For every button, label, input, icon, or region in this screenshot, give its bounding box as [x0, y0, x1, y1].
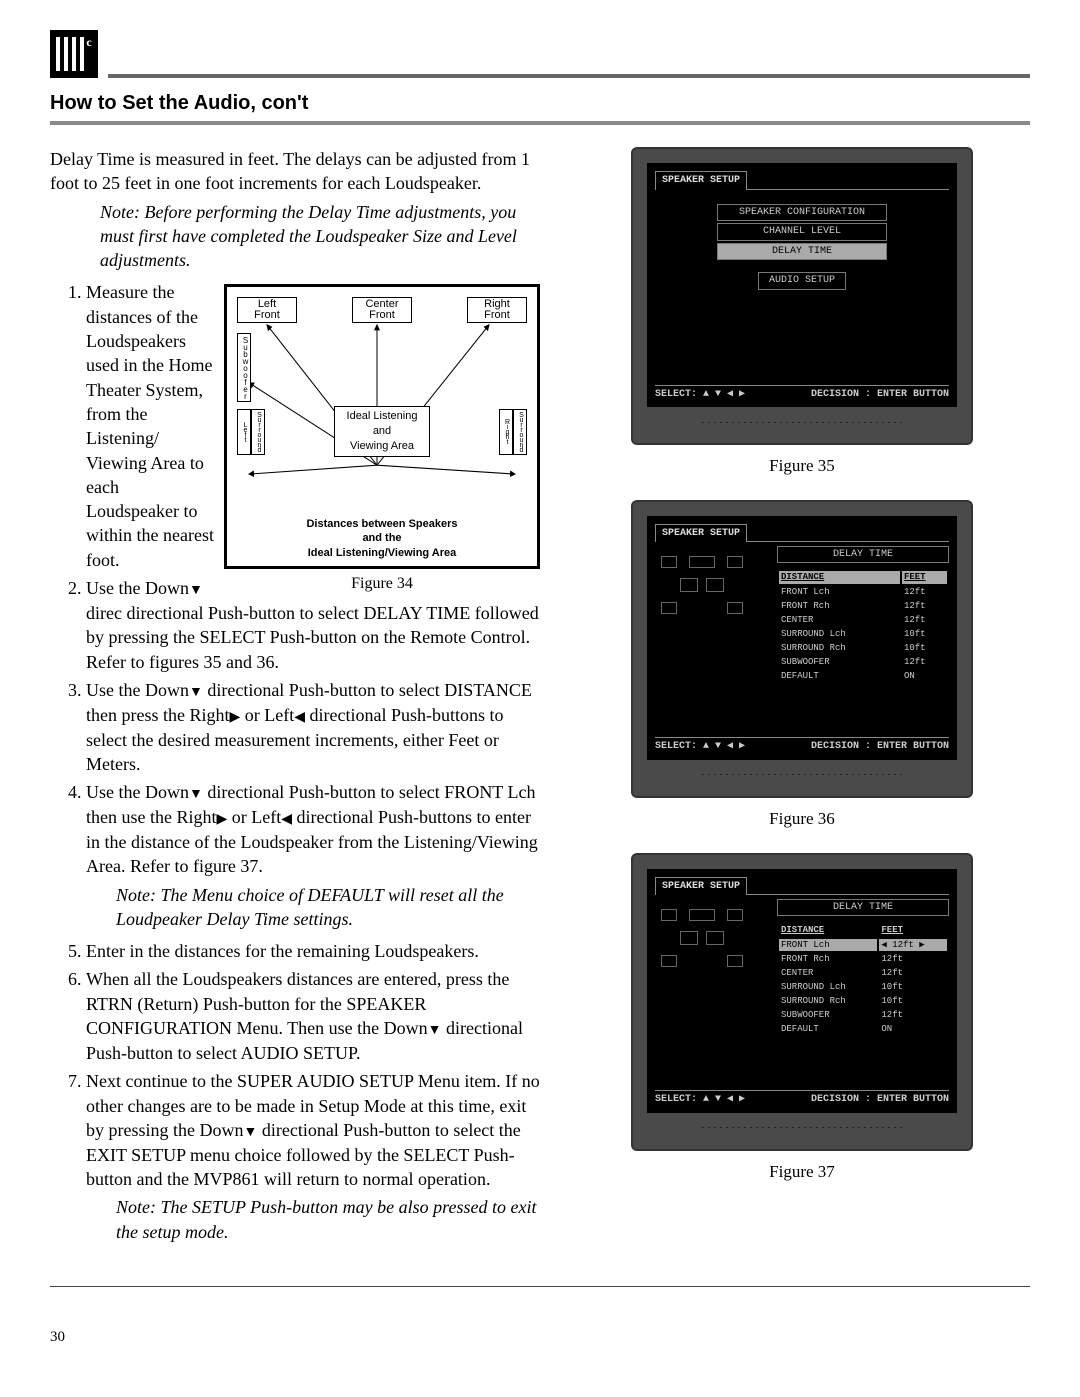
down-triangle-icon: ▼ [189, 583, 203, 598]
figure-34-caption: Figure 34 [224, 573, 540, 595]
footer-select: SELECT: ▲ ▼ ◀ ▶ [655, 740, 745, 754]
left-column: Delay Time is measured in feet. The dela… [50, 147, 540, 1252]
delay-time-title: DELAY TIME [777, 546, 949, 564]
right-triangle-icon: ▶ [216, 812, 227, 827]
fig34-listening-area: Ideal ListeningandViewing Area [334, 406, 430, 457]
audio-setup-button[interactable]: AUDIO SETUP [758, 272, 846, 290]
fig34-right-sur: Surround [513, 409, 527, 455]
step-5: Enter in the distances for the remaining… [86, 939, 540, 963]
figure-37-screen: SPEAKER SETUP DELAY TIME DISTANCEFEET FR… [647, 869, 957, 1113]
table-row[interactable]: CENTER12ft [779, 614, 947, 626]
figure-35-tv: SPEAKER SETUP SPEAKER CONFIGURATION CHAN… [631, 147, 973, 445]
fig34-left-sur: Surround [251, 409, 265, 455]
figure-36-caption: Figure 36 [574, 808, 1030, 831]
figure-35-caption: Figure 35 [574, 455, 1030, 478]
table-row[interactable]: DEFAULTON [779, 670, 947, 682]
footer-select: SELECT: ▲ ▼ ◀ ▶ [655, 388, 745, 402]
fig36-delay-table: DISTANCEFEET FRONT Lch12ft FRONT Rch12ft… [777, 569, 949, 684]
table-row[interactable]: SURROUND Lch10ft [779, 628, 947, 640]
footer-rule [50, 1286, 1030, 1287]
room-layout-icon [661, 909, 743, 977]
table-row[interactable]: DISTANCEFEET [779, 571, 947, 583]
footer-decision: DECISION : ENTER BUTTON [811, 388, 949, 402]
menu-row-speaker-config[interactable]: SPEAKER CONFIGURATION [717, 204, 887, 222]
step-1-text: Measure the distances of the Loudspeaker… [86, 282, 214, 569]
step-1: LeftFront CenterFront RightFront Subwoof… [86, 280, 540, 572]
down-triangle-icon: ▼ [243, 1125, 257, 1140]
fig34-subwoofer: Subwoofer [237, 333, 251, 402]
table-row[interactable]: SUBWOOFER12ft [779, 656, 947, 668]
table-row[interactable]: FRONT Lch12ft [779, 586, 947, 598]
section-title: How to Set the Audio, con't [50, 90, 1030, 117]
screen-tab: SPEAKER SETUP [655, 171, 747, 190]
header-rule [108, 74, 1030, 78]
left-triangle-icon: ◀ [294, 710, 305, 725]
menu-row-channel-level[interactable]: CHANNEL LEVEL [717, 223, 887, 241]
table-row[interactable]: SUBWOOFER12ft [779, 1009, 947, 1021]
down-triangle-icon: ▼ [428, 1023, 442, 1038]
fig37-delay-table: DISTANCEFEET FRONT Lch◀ 12ft ▶ FRONT Rch… [777, 922, 949, 1037]
note-2: Note: The Menu choice of DEFAULT will re… [116, 883, 540, 932]
footer-select: SELECT: ▲ ▼ ◀ ▶ [655, 1093, 745, 1107]
figure-34-diagram: LeftFront CenterFront RightFront Subwoof… [224, 284, 540, 568]
table-row[interactable]: SURROUND Rch10ft [779, 642, 947, 654]
fig34-inner-caption: Distances between Speakersand theIdeal L… [237, 517, 527, 560]
table-row[interactable]: SURROUND Lch10ft [779, 981, 947, 993]
down-triangle-icon: ▼ [189, 685, 203, 700]
room-layout-icon [661, 556, 743, 624]
figure-37-tv: SPEAKER SETUP DELAY TIME DISTANCEFEET FR… [631, 853, 973, 1151]
table-row[interactable]: SURROUND Rch10ft [779, 995, 947, 1007]
step-6: When all the Loudspeakers distances are … [86, 967, 540, 1065]
table-row[interactable]: DEFAULTON [779, 1023, 947, 1035]
intro-paragraph: Delay Time is measured in feet. The dela… [50, 147, 540, 196]
step-4: Use the Down▼ directional Push-button to… [86, 780, 540, 931]
footer-decision: DECISION : ENTER BUTTON [811, 740, 949, 754]
right-column: SPEAKER SETUP SPEAKER CONFIGURATION CHAN… [574, 147, 1030, 1252]
note-3: Note: The SETUP Push-button may be also … [116, 1195, 540, 1244]
figure-37-caption: Figure 37 [574, 1161, 1030, 1184]
table-row[interactable]: FRONT Rch12ft [779, 953, 947, 965]
table-row[interactable]: FRONT Lch◀ 12ft ▶ [779, 939, 947, 951]
figure-35-screen: SPEAKER SETUP SPEAKER CONFIGURATION CHAN… [647, 163, 957, 407]
table-row[interactable]: DISTANCEFEET [779, 924, 947, 936]
figure-36-tv: SPEAKER SETUP DELAY TIME DISTANCEFEET FR… [631, 500, 973, 798]
fig35-audio-setup: AUDIO SETUP [655, 272, 949, 290]
footer-decision: DECISION : ENTER BUTTON [811, 1093, 949, 1107]
note-1: Note: Before performing the Delay Time a… [100, 200, 540, 273]
title-rule [50, 121, 1030, 125]
fig35-menu: SPEAKER CONFIGURATION CHANNEL LEVEL DELA… [655, 204, 949, 261]
table-row[interactable]: CENTER12ft [779, 967, 947, 979]
fig34-l: Left [237, 409, 251, 455]
fig34-left-front: LeftFront [237, 297, 297, 323]
down-triangle-icon: ▼ [189, 787, 203, 802]
page-number: 30 [50, 1327, 1030, 1347]
fig34-r: Right [499, 409, 513, 455]
delay-time-title: DELAY TIME [777, 899, 949, 917]
step-3: Use the Down▼ directional Push-button to… [86, 678, 540, 776]
figure-36-screen: SPEAKER SETUP DELAY TIME DISTANCEFEET FR… [647, 516, 957, 760]
right-triangle-icon: ▶ [229, 710, 240, 725]
left-triangle-icon: ◀ [281, 812, 292, 827]
brand-logo: c [50, 30, 98, 78]
menu-row-delay-time[interactable]: DELAY TIME [717, 243, 887, 261]
page-header: c [50, 30, 1030, 78]
fig34-right-front: RightFront [467, 297, 527, 323]
table-row[interactable]: FRONT Rch12ft [779, 600, 947, 612]
step-7: Next continue to the SUPER AUDIO SETUP M… [86, 1069, 540, 1244]
steps-list: LeftFront CenterFront RightFront Subwoof… [86, 280, 540, 1243]
screen-tab: SPEAKER SETUP [655, 524, 747, 543]
fig34-center-front: CenterFront [352, 297, 412, 323]
screen-tab: SPEAKER SETUP [655, 877, 747, 896]
